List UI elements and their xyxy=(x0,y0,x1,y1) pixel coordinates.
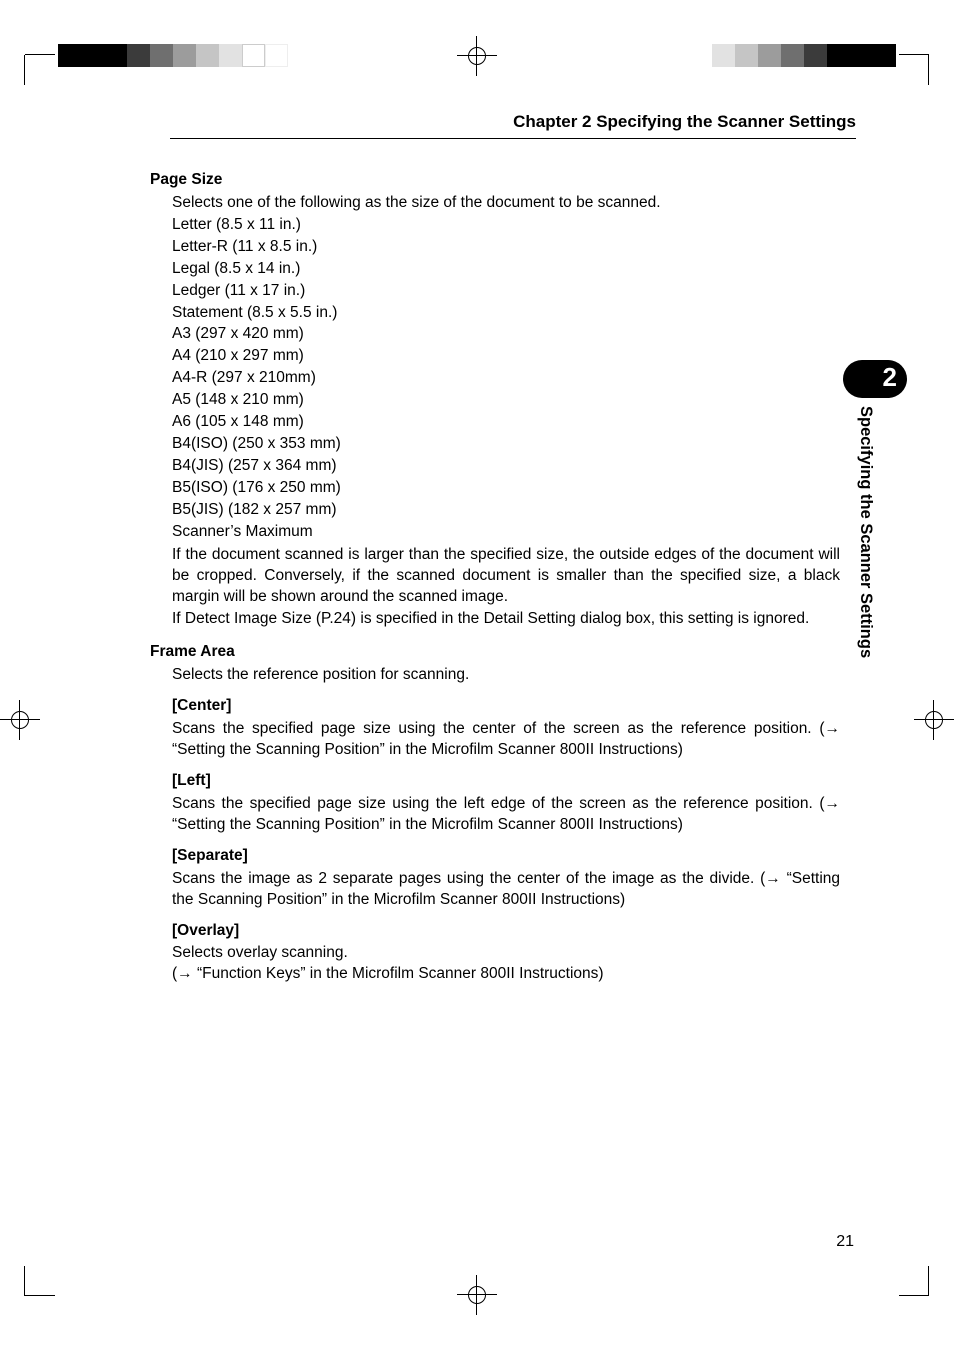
side-tab: 2 Specifying the Scanner Settings xyxy=(856,360,894,658)
size-item: B5(ISO) (176 x 250 mm) xyxy=(172,478,840,499)
crop-tr xyxy=(909,35,949,75)
reg-cross-left xyxy=(0,700,40,740)
framearea-head-overlay: [Overlay] xyxy=(172,921,840,942)
framearea-body-center: Scans the specified page size using the … xyxy=(172,719,840,761)
size-item: B4(JIS) (257 x 364 mm) xyxy=(172,456,840,477)
reg-cross-top xyxy=(457,36,497,76)
framearea-head-separate: [Separate] xyxy=(172,846,840,867)
size-item: A4 (210 x 297 mm) xyxy=(172,346,840,367)
reg-bars-right xyxy=(689,44,896,67)
size-item: Letter-R (11 x 8.5 in.) xyxy=(172,237,840,258)
size-item: A3 (297 x 420 mm) xyxy=(172,324,840,345)
tab-number-pill: 2 xyxy=(843,360,907,398)
size-item: B4(ISO) (250 x 353 mm) xyxy=(172,434,840,455)
size-item: A4-R (297 x 210mm) xyxy=(172,368,840,389)
size-item: A6 (105 x 148 mm) xyxy=(172,412,840,433)
size-item: Statement (8.5 x 5.5 in.) xyxy=(172,303,840,324)
pagesize-intro: Selects one of the following as the size… xyxy=(172,193,840,214)
size-item: A5 (148 x 210 mm) xyxy=(172,390,840,411)
pagesize-note2: If Detect Image Size (P.24) is specified… xyxy=(172,609,840,630)
chapter-header: Chapter 2 Specifying the Scanner Setting… xyxy=(170,112,856,139)
tab-title: Specifying the Scanner Settings xyxy=(856,406,875,658)
bottom-registration-band xyxy=(0,1281,954,1309)
reg-cross-bottom xyxy=(457,1275,497,1315)
tab-number: 2 xyxy=(883,362,897,393)
framearea-body-overlay: Selects overlay scanning. (→ “Function K… xyxy=(172,943,840,985)
size-item: B5(JIS) (182 x 257 mm) xyxy=(172,500,840,521)
framearea-head-center: [Center] xyxy=(172,696,840,717)
crop-tl xyxy=(5,35,45,75)
framearea-label: Frame Area xyxy=(150,642,840,663)
crop-br xyxy=(909,1276,949,1316)
size-item: Letter (8.5 x 11 in.) xyxy=(172,215,840,236)
framearea-body-separate: Scans the image as 2 separate pages usin… xyxy=(172,869,840,911)
reg-cross-right xyxy=(914,700,954,740)
framearea-body-left: Scans the specified page size using the … xyxy=(172,794,840,836)
top-registration-band xyxy=(0,42,954,70)
content-column: Page Size Selects one of the following a… xyxy=(150,170,840,985)
reg-bars-left xyxy=(58,44,288,67)
framearea-head-left: [Left] xyxy=(172,771,840,792)
crop-bl xyxy=(5,1276,45,1316)
pagesize-label: Page Size xyxy=(150,170,840,191)
size-item: Ledger (11 x 17 in.) xyxy=(172,281,840,302)
pagesize-note1: If the document scanned is larger than t… xyxy=(172,545,840,608)
size-item: Legal (8.5 x 14 in.) xyxy=(172,259,840,280)
page: Chapter 2 Specifying the Scanner Setting… xyxy=(0,0,954,1351)
page-number: 21 xyxy=(836,1233,854,1251)
pagesize-list: Letter (8.5 x 11 in.) Letter-R (11 x 8.5… xyxy=(172,215,840,543)
framearea-intro: Selects the reference position for scann… xyxy=(172,665,840,686)
size-item: Scanner’s Maximum xyxy=(172,522,840,543)
